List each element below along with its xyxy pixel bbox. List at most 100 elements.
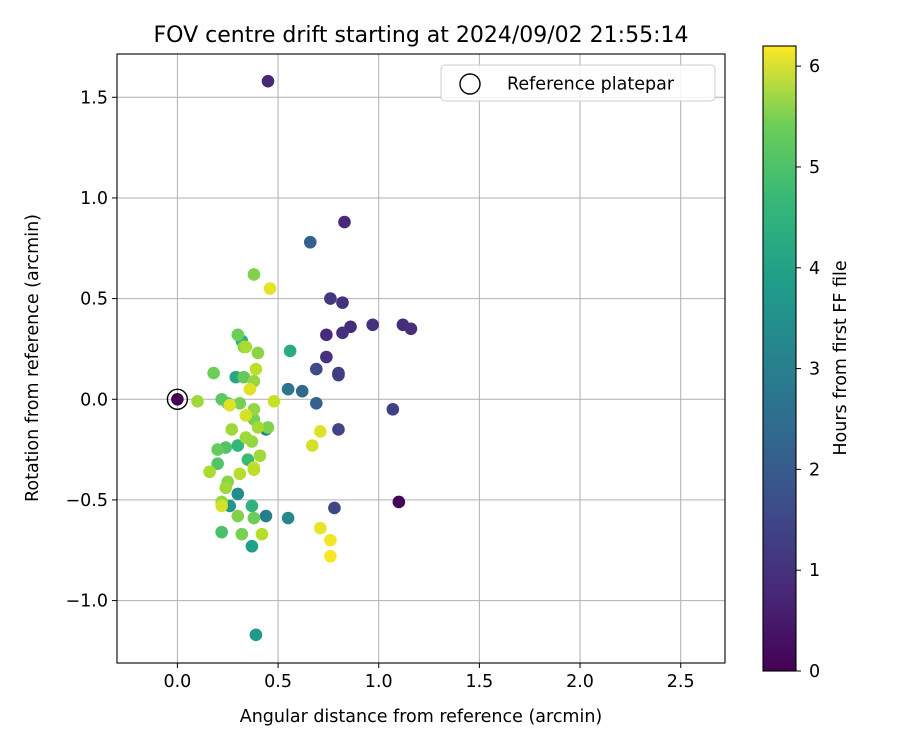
data-point	[324, 533, 337, 547]
x-tick-label: 2.0	[566, 672, 594, 692]
data-point	[314, 521, 327, 535]
data-point	[261, 421, 275, 434]
data-point	[231, 328, 245, 342]
y-tick-label: 0.5	[80, 290, 108, 310]
data-point	[314, 425, 327, 438]
colorbar-ticks: 0 1 2 3 4 5 6	[796, 57, 820, 682]
colorbar-tick-label: 5	[809, 158, 820, 178]
data-point	[328, 501, 341, 515]
data-point	[305, 439, 319, 452]
data-point	[283, 344, 297, 358]
data-point	[231, 439, 245, 452]
data-point	[171, 392, 184, 406]
data-point	[219, 481, 233, 495]
reference-marker	[166, 388, 189, 410]
y-axis-label: Rotation from reference (arcmin)	[23, 214, 43, 502]
y-axis-ticks: −1.0 −0.5 0.0 0.5 1.0 1.5	[66, 88, 117, 612]
x-tick-label: 2.5	[667, 672, 695, 692]
data-point	[251, 421, 265, 434]
data-point	[225, 423, 239, 436]
data-point	[310, 362, 323, 376]
data-point	[211, 457, 224, 470]
legend: Reference platepar	[440, 64, 716, 102]
data-point	[336, 326, 349, 340]
data-point	[303, 235, 317, 249]
y-tick-label: 0.0	[80, 390, 108, 410]
legend-entry-label: Reference platepar	[507, 75, 675, 95]
data-point	[207, 366, 220, 380]
y-tick-label: 1.5	[80, 88, 108, 108]
colorbar: 0 1 2 3 4 5 6 Hours from first FF file	[762, 45, 851, 682]
x-axis-ticks: 0.0 0.5 1.0 1.5 2.0 2.5	[163, 663, 695, 692]
reference-platepar-marker	[166, 388, 189, 410]
data-point	[366, 318, 379, 332]
data-point	[245, 499, 259, 513]
data-point	[245, 435, 259, 448]
data-point	[243, 382, 257, 396]
x-axis-label: Angular distance from reference (arcmin)	[240, 707, 603, 727]
legend-marker-icon	[459, 73, 481, 95]
data-point	[261, 74, 275, 88]
data-point	[231, 487, 245, 501]
x-tick-label: 1.5	[465, 672, 493, 692]
y-tick-label: 1.0	[80, 189, 108, 209]
colorbar-tick-label: 1	[809, 561, 820, 581]
data-point	[259, 509, 273, 523]
data-point	[324, 549, 337, 563]
data-point	[336, 296, 349, 309]
chart-title: FOV centre drift starting at 2024/09/02 …	[154, 23, 689, 48]
data-point	[320, 350, 333, 364]
data-point	[320, 328, 333, 342]
data-point	[338, 215, 351, 229]
data-point	[392, 495, 406, 509]
colorbar-label: Hours from first FF file	[831, 260, 851, 455]
data-point	[281, 511, 295, 525]
data-point	[267, 394, 281, 408]
colorbar-tick-label: 2	[809, 460, 820, 480]
data-point	[239, 340, 253, 354]
data-point	[235, 527, 249, 541]
data-point	[215, 525, 228, 539]
data-point	[245, 539, 259, 553]
data-point	[223, 399, 237, 412]
colorbar-tick-label: 3	[809, 360, 820, 380]
data-point	[249, 628, 263, 642]
data-point	[281, 382, 295, 396]
colorbar-tick-label: 6	[809, 57, 820, 77]
data-point	[239, 409, 253, 422]
plot-frame	[116, 53, 726, 664]
data-point	[295, 384, 309, 398]
data-point	[215, 499, 228, 513]
y-tick-label: −1.0	[66, 592, 109, 612]
data-point	[310, 396, 323, 410]
data-point	[233, 467, 247, 481]
data-point	[263, 282, 277, 295]
legend-box	[440, 64, 716, 102]
data-point	[211, 443, 224, 456]
colorbar-gradient	[762, 45, 797, 672]
data-point	[247, 463, 261, 477]
x-tick-label: 0.0	[163, 672, 191, 692]
colorbar-tick-label: 4	[809, 259, 820, 279]
data-point	[251, 346, 265, 360]
data-point	[247, 511, 261, 525]
data-point	[255, 527, 269, 541]
data-point	[332, 423, 345, 436]
data-point	[191, 394, 204, 408]
data-point	[203, 465, 216, 479]
y-tick-label: −0.5	[66, 491, 109, 511]
colorbar-tick-label: 0	[809, 662, 820, 682]
data-point	[237, 370, 251, 384]
data-point	[332, 366, 345, 380]
data-point	[231, 509, 245, 523]
data-point	[404, 322, 418, 336]
data-point	[249, 362, 263, 376]
data-point	[233, 396, 247, 410]
data-point	[386, 403, 400, 416]
data-point	[247, 268, 261, 281]
x-tick-label: 1.0	[365, 672, 393, 692]
data-points	[171, 74, 418, 642]
data-point	[324, 292, 337, 305]
